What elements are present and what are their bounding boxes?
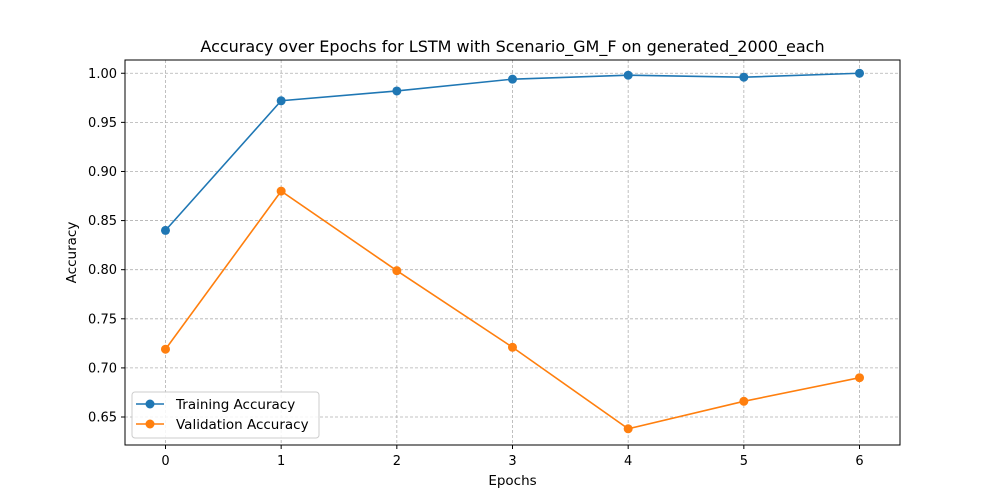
data-point-validation (392, 266, 402, 276)
x-axis-label: Epochs (488, 473, 536, 489)
legend-marker-validation (145, 419, 155, 429)
x-tick-label: 5 (740, 454, 748, 469)
data-point-validation (855, 373, 865, 383)
y-axis-label: Accuracy (64, 222, 80, 284)
y-tick-label: 0.75 (88, 312, 117, 327)
data-point-training (276, 96, 286, 106)
data-point-training (739, 72, 749, 82)
x-axis: 0 1 2 3 4 5 6 (161, 445, 864, 469)
y-axis: 0.65 0.70 0.75 0.80 0.85 0.90 0.95 1.00 (88, 67, 125, 426)
data-point-validation (508, 342, 517, 352)
data-point-training (392, 86, 402, 96)
x-tick-label: 3 (508, 454, 516, 469)
y-tick-label: 1.00 (88, 67, 117, 82)
chart-title: Accuracy over Epochs for LSTM with Scena… (200, 37, 824, 57)
grid (125, 60, 900, 445)
y-tick-label: 0.90 (88, 165, 117, 180)
data-point-validation (160, 344, 170, 354)
y-tick-label: 0.85 (88, 214, 117, 229)
legend-box (131, 391, 320, 439)
data-point-training (855, 68, 865, 78)
data-point-validation (276, 186, 286, 196)
data-point-validation (623, 424, 633, 434)
x-tick-label: 2 (393, 454, 401, 469)
x-tick-label: 1 (277, 454, 285, 469)
legend-label-training: Training Accuracy (175, 397, 295, 413)
y-tick-label: 0.70 (88, 361, 117, 376)
x-tick-label: 4 (624, 454, 632, 469)
data-point-training (623, 70, 633, 80)
x-tick-label: 6 (855, 454, 863, 469)
data-point-training (160, 225, 170, 235)
y-tick-label: 0.95 (88, 116, 117, 131)
y-tick-label: 0.65 (88, 411, 117, 426)
legend-marker-training (145, 399, 155, 409)
legend: Training Accuracy Validation Accuracy (131, 391, 320, 439)
legend-label-validation: Validation Accuracy (176, 417, 309, 433)
data-point-training (508, 74, 517, 84)
x-tick-label: 0 (161, 454, 169, 469)
series-layer (160, 68, 865, 434)
y-tick-label: 0.80 (88, 263, 117, 278)
data-point-validation (739, 396, 749, 406)
